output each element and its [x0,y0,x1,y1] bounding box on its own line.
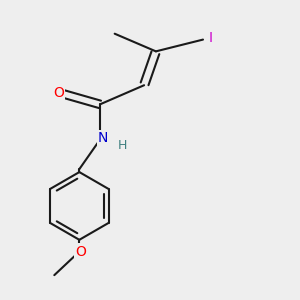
Text: I: I [208,31,212,45]
Text: O: O [53,85,64,100]
Text: O: O [75,244,86,259]
Text: N: N [98,131,108,145]
Text: H: H [118,139,128,152]
